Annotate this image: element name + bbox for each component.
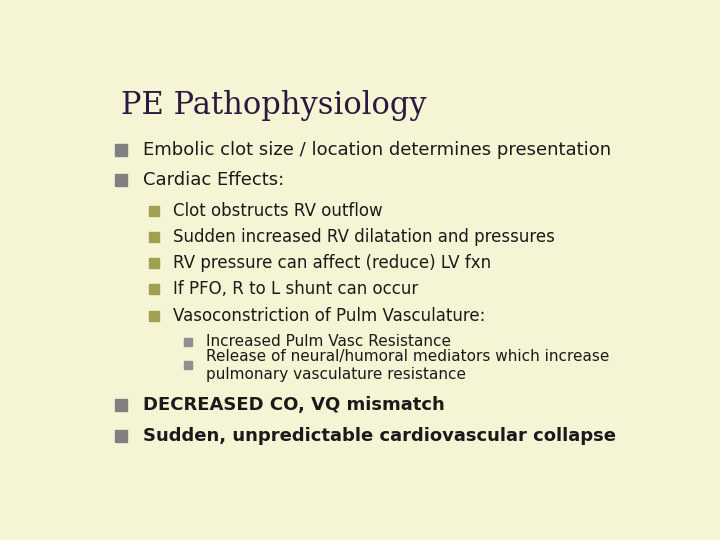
Text: PE Pathophysiology: PE Pathophysiology xyxy=(121,90,426,121)
Text: Sudden increased RV dilatation and pressures: Sudden increased RV dilatation and press… xyxy=(173,228,554,246)
Text: Sudden, unpredictable cardiovascular collapse: Sudden, unpredictable cardiovascular col… xyxy=(143,427,616,445)
Text: Cardiac Effects:: Cardiac Effects: xyxy=(143,171,284,190)
Text: RV pressure can affect (reduce) LV fxn: RV pressure can affect (reduce) LV fxn xyxy=(173,254,491,272)
Text: Release of neural/humoral mediators which increase
pulmonary vasculature resista: Release of neural/humoral mediators whic… xyxy=(206,349,609,382)
Text: Embolic clot size / location determines presentation: Embolic clot size / location determines … xyxy=(143,141,611,159)
Text: DECREASED CO, VQ mismatch: DECREASED CO, VQ mismatch xyxy=(143,396,445,414)
Text: If PFO, R to L shunt can occur: If PFO, R to L shunt can occur xyxy=(173,280,418,298)
Text: Clot obstructs RV outflow: Clot obstructs RV outflow xyxy=(173,202,382,220)
Text: Increased Pulm Vasc Resistance: Increased Pulm Vasc Resistance xyxy=(206,334,451,349)
Text: Vasoconstriction of Pulm Vasculature:: Vasoconstriction of Pulm Vasculature: xyxy=(173,307,485,325)
